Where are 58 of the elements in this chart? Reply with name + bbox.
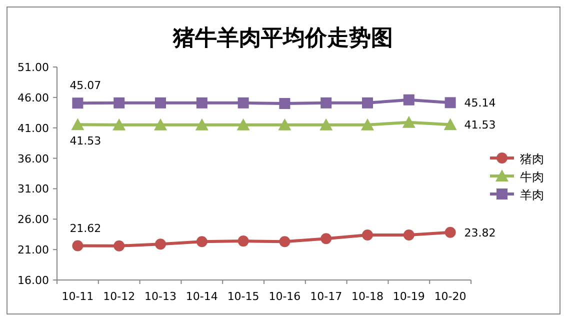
x-tick-label: 10-17 (310, 290, 342, 303)
legend-label: 羊肉 (520, 188, 544, 202)
x-tick-label: 10-19 (392, 290, 425, 303)
point (155, 97, 166, 108)
y-tick-label: 51.00 (18, 61, 49, 74)
point (320, 233, 332, 244)
point (154, 118, 167, 130)
x-tick-label: 10-18 (352, 290, 384, 303)
point (114, 97, 125, 108)
point (196, 97, 208, 108)
x-tick-label: 10-12 (103, 290, 136, 303)
point (236, 118, 250, 130)
y-tick-label: 21.00 (18, 244, 49, 257)
point (155, 238, 166, 250)
legend-label: 牛肉 (520, 170, 544, 184)
point (444, 226, 456, 238)
point (195, 118, 208, 130)
point (279, 236, 290, 248)
point (279, 98, 290, 110)
y-tick-label: 41.00 (18, 122, 49, 135)
point (71, 118, 84, 130)
point (361, 118, 374, 130)
x-tick-label: 10-11 (62, 290, 94, 303)
point (444, 97, 456, 108)
point (112, 118, 126, 130)
y-tick-label: 46.00 (18, 91, 49, 104)
data-label: 45.07 (70, 79, 102, 92)
data-label: 23.82 (464, 226, 496, 240)
data-label: 21.62 (70, 222, 102, 235)
x-tick-label: 10-14 (186, 290, 218, 303)
x-tick-label: 10-13 (144, 290, 176, 303)
point (72, 240, 84, 252)
point (238, 236, 249, 247)
legend-label: 猪肉 (520, 152, 544, 166)
y-tick-label: 26.00 (18, 213, 49, 226)
point (403, 229, 414, 240)
data-label: 41.53 (70, 134, 102, 148)
chart-title: 猪牛羊肉平均价走势图 (172, 26, 393, 51)
y-tick-label: 36.00 (18, 152, 49, 166)
point (403, 94, 414, 106)
x-tick-label: 10-16 (268, 290, 301, 303)
point (402, 116, 416, 128)
data-label: 41.53 (464, 118, 496, 132)
point (238, 97, 249, 108)
point (444, 118, 457, 130)
point (362, 97, 373, 108)
data-label: 45.14 (464, 96, 496, 110)
point (196, 236, 208, 248)
point (320, 118, 333, 130)
point (114, 240, 125, 252)
point (278, 118, 292, 130)
x-tick-label: 10-20 (434, 290, 466, 303)
point (320, 97, 332, 108)
x-tick-label: 10-15 (227, 290, 260, 303)
point (362, 229, 373, 240)
point (72, 98, 84, 109)
y-tick-label: 31.00 (18, 182, 49, 196)
y-tick-label: 16.00 (18, 274, 49, 287)
